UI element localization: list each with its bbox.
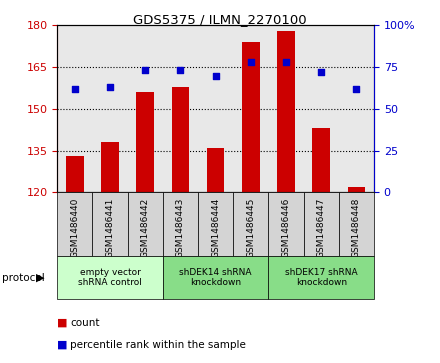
Text: protocol: protocol	[2, 273, 45, 283]
Bar	[92, 192, 128, 256]
Bar	[66, 156, 84, 192]
Text: GSM1486441: GSM1486441	[106, 197, 114, 258]
Bar	[136, 92, 154, 192]
Bar	[198, 192, 233, 256]
Bar	[268, 256, 374, 299]
Bar	[172, 87, 189, 192]
Bar	[128, 192, 163, 256]
Text: shDEK14 shRNA
knockdown: shDEK14 shRNA knockdown	[180, 268, 252, 287]
Point	[353, 86, 360, 92]
Point	[177, 68, 184, 73]
Point	[106, 84, 114, 90]
Text: GSM1486447: GSM1486447	[317, 197, 326, 258]
Text: count: count	[70, 318, 100, 328]
Text: GSM1486446: GSM1486446	[282, 197, 290, 258]
Text: ■: ■	[57, 318, 68, 328]
Bar	[57, 192, 92, 256]
Point	[247, 59, 254, 65]
Bar	[277, 31, 295, 192]
Point	[318, 69, 325, 75]
Bar	[312, 129, 330, 192]
Text: percentile rank within the sample: percentile rank within the sample	[70, 340, 246, 350]
Text: ■: ■	[57, 340, 68, 350]
Text: GSM1486444: GSM1486444	[211, 197, 220, 258]
Bar	[207, 148, 224, 192]
Bar	[242, 42, 260, 192]
Text: GSM1486448: GSM1486448	[352, 197, 361, 258]
Point	[282, 59, 290, 65]
Bar	[348, 187, 365, 192]
Text: GSM1486442: GSM1486442	[141, 197, 150, 258]
Bar	[163, 192, 198, 256]
Bar	[233, 192, 268, 256]
Point	[71, 86, 78, 92]
Text: GSM1486445: GSM1486445	[246, 197, 255, 258]
Text: empty vector
shRNA control: empty vector shRNA control	[78, 268, 142, 287]
Text: GDS5375 / ILMN_2270100: GDS5375 / ILMN_2270100	[133, 13, 307, 26]
Bar	[304, 192, 339, 256]
Bar	[268, 192, 304, 256]
Point	[212, 73, 219, 78]
Text: shDEK17 shRNA
knockdown: shDEK17 shRNA knockdown	[285, 268, 358, 287]
Bar	[339, 192, 374, 256]
Bar	[163, 256, 268, 299]
Text: GSM1486440: GSM1486440	[70, 197, 79, 258]
Text: ▶: ▶	[36, 273, 44, 283]
Point	[142, 68, 149, 73]
Bar	[101, 142, 119, 192]
Text: GSM1486443: GSM1486443	[176, 197, 185, 258]
Bar	[57, 256, 163, 299]
